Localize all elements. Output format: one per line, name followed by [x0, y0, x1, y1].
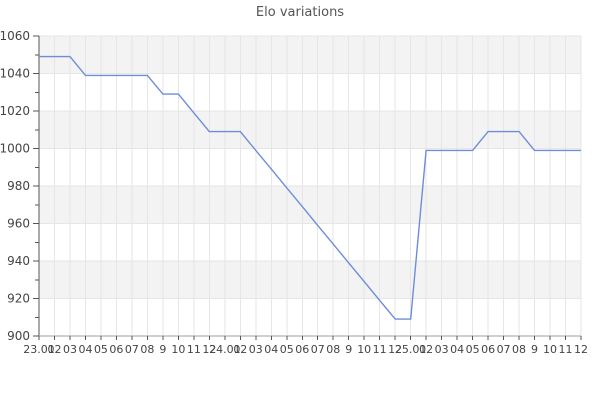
y-tick-label: 900 [7, 329, 30, 343]
elo-line [39, 55, 581, 320]
background-band [39, 111, 581, 149]
y-tick-label: 960 [7, 217, 30, 231]
x-tick-label: 04 [450, 343, 464, 356]
x-tick-label: 08 [326, 343, 340, 356]
x-tick-label: 02 [233, 343, 247, 356]
x-tick-label: 07 [125, 343, 139, 356]
x-tick-label: 08 [140, 343, 154, 356]
x-tick-label: 10 [357, 343, 371, 356]
y-tick-label: 940 [7, 254, 30, 268]
x-tick-label: 9 [345, 343, 352, 356]
x-tick-label: 11 [559, 343, 573, 356]
x-tick-label: 03 [249, 343, 263, 356]
x-tick-label: 23.01 [23, 343, 55, 356]
chart-title: Elo variations [255, 5, 345, 20]
x-tick-label: 05 [466, 343, 480, 356]
x-tick-label: 11 [187, 343, 201, 356]
y-tick-label: 1020 [0, 104, 30, 118]
y-tick-label: 920 [7, 292, 30, 306]
x-tick-label: 10 [171, 343, 185, 356]
x-tick-label: 03 [435, 343, 449, 356]
x-tick-label: 06 [481, 343, 495, 356]
x-tick-label: 02 [47, 343, 61, 356]
y-tick-label: 1040 [0, 67, 30, 81]
x-tick-label: 07 [497, 343, 511, 356]
x-tick-label: 06 [295, 343, 309, 356]
x-tick-label: 02 [419, 343, 433, 356]
x-tick-label: 08 [512, 343, 526, 356]
x-tick-label: 05 [94, 343, 108, 356]
y-tick-label: 980 [7, 179, 30, 193]
x-tick-label: 04 [78, 343, 92, 356]
x-tick-label: 06 [109, 343, 123, 356]
x-tick-label: 24.01 [209, 343, 241, 356]
background-band [39, 186, 581, 224]
y-tick-label: 1000 [0, 142, 30, 156]
x-tick-label: 05 [280, 343, 294, 356]
x-tick-label: 12 [574, 343, 588, 356]
x-tick-label: 25.01 [395, 343, 427, 356]
x-tick-label: 12 [388, 343, 402, 356]
x-tick-label: 9 [531, 343, 538, 356]
background-band [39, 36, 581, 74]
x-tick-label: 12 [202, 343, 216, 356]
background-band [39, 261, 581, 299]
x-tick-label: 07 [311, 343, 325, 356]
x-tick-label: 03 [63, 343, 77, 356]
x-tick-label: 9 [159, 343, 166, 356]
x-tick-label: 10 [543, 343, 557, 356]
y-tick-label: 1060 [0, 29, 30, 43]
x-tick-label: 11 [373, 343, 387, 356]
x-tick-label: 04 [264, 343, 278, 356]
